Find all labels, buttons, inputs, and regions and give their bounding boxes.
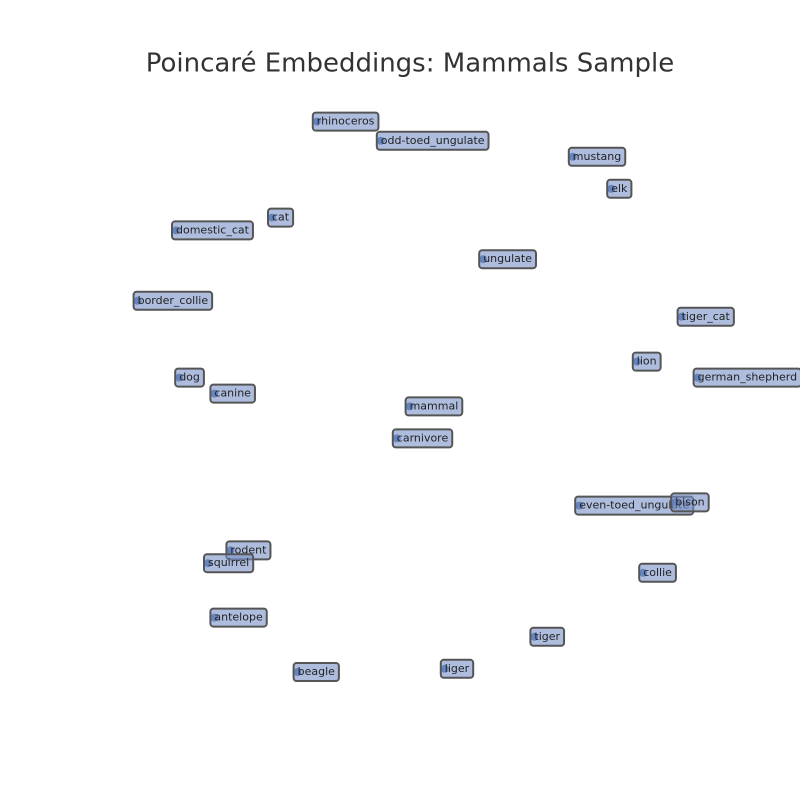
point-label-text: rhinoceros xyxy=(317,115,375,128)
point-label-text: border_collie xyxy=(138,294,209,307)
chart-title: Poincaré Embeddings: Mammals Sample xyxy=(146,49,674,79)
point-label: lion xyxy=(631,351,662,372)
label-box xyxy=(209,383,256,404)
point-label-text: canine xyxy=(214,387,251,400)
point-label: bison xyxy=(670,492,710,513)
point-label: mustang xyxy=(567,146,627,167)
point-label: odd-toed_ungulate xyxy=(375,130,490,151)
point-label-text: dog xyxy=(179,371,200,384)
point-label: rhinoceros xyxy=(311,111,380,132)
label-box xyxy=(404,396,464,417)
point-label: tiger xyxy=(529,626,566,647)
point-label-text: squirrel xyxy=(208,556,249,569)
point-label-text: ungulate xyxy=(483,252,532,265)
label-box xyxy=(171,220,254,241)
point-label-text: beagle xyxy=(298,665,336,678)
label-box xyxy=(375,130,490,151)
point-label-text: domestic_cat xyxy=(176,223,250,236)
point-label-text: cat xyxy=(272,211,290,224)
label-box xyxy=(676,306,735,327)
point-label-text: bison xyxy=(675,495,704,508)
label-box xyxy=(292,662,340,682)
label-box xyxy=(606,178,633,199)
label-box xyxy=(631,351,662,372)
point-label: border_collie xyxy=(132,290,214,311)
label-box xyxy=(203,553,255,574)
label-box xyxy=(311,111,380,132)
point-label-text: liger xyxy=(445,662,470,675)
point-label-text: collie xyxy=(643,566,672,579)
point-label: canine xyxy=(209,383,256,404)
point-label-text: antelope xyxy=(214,611,263,624)
point-label-text: odd-toed_ungulate xyxy=(381,134,485,147)
point-label-text: lion xyxy=(637,355,657,368)
label-box xyxy=(638,562,677,583)
point-label: tiger_cat xyxy=(676,306,735,327)
label-box xyxy=(132,290,214,311)
point-label: collie xyxy=(638,562,677,583)
point-label: squirrel xyxy=(203,553,255,574)
point-label: ungulate xyxy=(478,249,537,270)
point-label-text: german_shepherd xyxy=(698,371,798,384)
label-box xyxy=(692,367,800,388)
label-box xyxy=(267,207,295,228)
point-label-text: tiger xyxy=(534,630,560,643)
label-box xyxy=(209,607,268,628)
point-label: dog xyxy=(174,367,205,388)
point-label-text: mammal xyxy=(410,399,459,412)
label-box xyxy=(670,492,710,513)
label-box xyxy=(478,249,537,270)
point-label: even-toed_ungulate xyxy=(574,495,695,516)
point-label-text: carnivore xyxy=(397,431,449,444)
label-box xyxy=(529,626,566,647)
label-box xyxy=(174,367,205,388)
point-label: beagle xyxy=(292,662,340,682)
label-box xyxy=(439,658,475,679)
point-label-text: even-toed_ungulate xyxy=(579,499,689,512)
label-box xyxy=(391,428,454,449)
point-label-text: elk xyxy=(611,182,628,195)
point-label: german_shepherd xyxy=(692,367,800,388)
point-label-text: tiger_cat xyxy=(682,310,731,323)
label-box xyxy=(567,146,627,167)
point-label: carnivore xyxy=(391,428,454,449)
point-label: liger xyxy=(439,658,475,679)
point-label-text: mustang xyxy=(573,150,621,163)
point-label: mammal xyxy=(404,396,464,417)
point-label: domestic_cat xyxy=(171,220,254,241)
point-label: cat xyxy=(267,207,295,228)
point-label: antelope xyxy=(209,607,268,628)
point-label: elk xyxy=(606,178,633,199)
point-label-text: rodent xyxy=(230,543,267,556)
